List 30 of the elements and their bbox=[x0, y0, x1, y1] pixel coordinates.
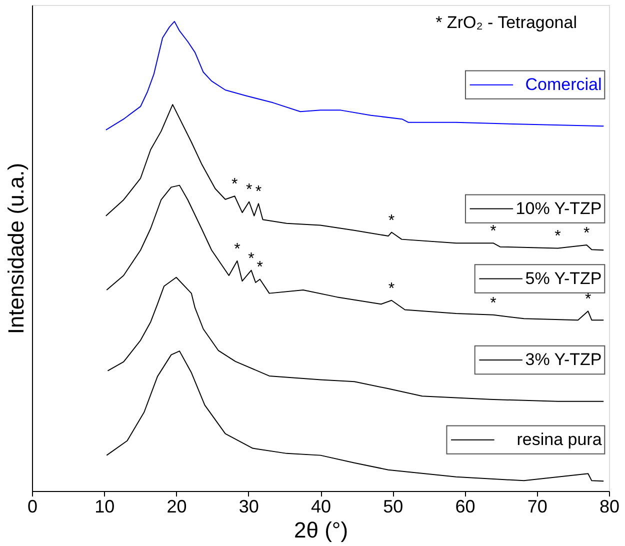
x-tick-label: 20 bbox=[166, 496, 187, 516]
y-axis-title: Intensidade (u.a.) bbox=[4, 162, 28, 334]
legend-label: resina pura bbox=[516, 430, 602, 449]
annotation: * bbox=[388, 212, 395, 230]
x-tick-label: 0 bbox=[27, 496, 38, 516]
x-tick-label: 40 bbox=[310, 496, 332, 516]
annotation: * bbox=[554, 228, 561, 246]
annotation: * bbox=[248, 250, 254, 268]
annotation: * bbox=[246, 182, 252, 199]
annotation: * bbox=[584, 224, 590, 242]
x-axis-title: 2θ (°) bbox=[294, 518, 348, 542]
x-tick-label: 50 bbox=[383, 496, 404, 516]
annotation: * bbox=[584, 291, 592, 308]
legend-label: 5% Y-TZP bbox=[525, 268, 602, 288]
annotation: * bbox=[256, 259, 264, 276]
legend-label: 3% Y-TZP bbox=[525, 350, 602, 370]
annotation: * bbox=[490, 223, 496, 240]
x-tick-label: 10 bbox=[94, 496, 115, 516]
annotation: * ZrO₂ - Tetragonal bbox=[436, 13, 577, 32]
x-tick-label: 70 bbox=[527, 496, 548, 516]
annotation: * bbox=[255, 184, 262, 201]
x-tick-label: 60 bbox=[455, 496, 476, 516]
x-tick-label: 80 bbox=[599, 496, 620, 516]
legend-label: Comercial bbox=[525, 74, 602, 94]
x-tick-label: 30 bbox=[238, 496, 259, 516]
annotation: * bbox=[490, 294, 496, 312]
annotation: * bbox=[232, 176, 238, 194]
legend-label: 10% Y-TZP bbox=[516, 198, 602, 218]
annotation: * bbox=[388, 280, 395, 298]
annotation: * bbox=[234, 240, 240, 258]
